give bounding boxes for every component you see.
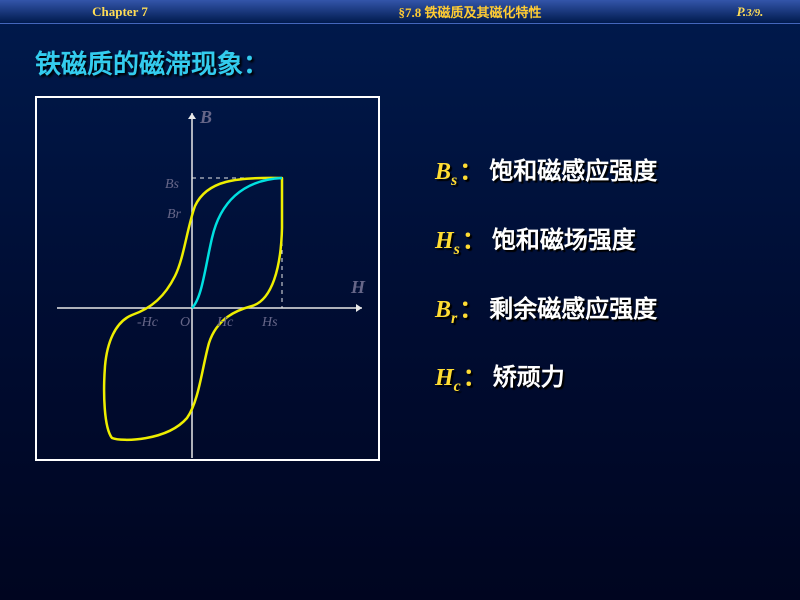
graph-svg: B H Bs Br -Hc O Hc Hs (37, 98, 382, 463)
symbol: B (435, 297, 451, 323)
symbol: H (435, 228, 454, 254)
colon: ： (459, 297, 483, 323)
symbol: B (435, 159, 451, 185)
legend-item: Br：剩余磁感应强度 (435, 289, 657, 328)
description: 饱和磁场强度 (492, 228, 636, 254)
colon: ： (459, 159, 483, 185)
slide-content: BHBsBr-HcOHcHs Bs：饱和磁感应强度Hs：饱和磁场强度Br：剩余磁… (0, 91, 800, 461)
subscript: r (451, 309, 457, 326)
subscript: c (454, 378, 461, 395)
description: 饱和磁感应强度 (489, 159, 657, 185)
svg-text:O: O (180, 315, 190, 330)
svg-text:Br: Br (167, 207, 182, 222)
chapter-label: Chapter 7 (0, 4, 240, 20)
slide-header: Chapter 7 §7.8 铁磁质及其磁化特性 P.3/9. (0, 0, 800, 24)
legend-item: Hc：矫顽力 (435, 357, 657, 396)
description: 剩余磁感应强度 (489, 297, 657, 323)
legend-list: Bs：饱和磁感应强度Hs：饱和磁场强度Br：剩余磁感应强度Hc：矫顽力 (435, 151, 657, 461)
slide-title: 铁磁质的磁滞现象： (0, 24, 800, 91)
page-indicator: P.3/9. (700, 4, 800, 20)
page-prefix: P. (737, 4, 747, 19)
section-label: §7.8 铁磁质及其磁化特性 (240, 2, 700, 21)
subscript: s (451, 172, 457, 189)
svg-text:H: H (350, 277, 366, 297)
svg-text:-Hc: -Hc (137, 315, 159, 330)
description: 矫顽力 (493, 365, 565, 391)
colon: ： (463, 365, 487, 391)
page-suffix: . (760, 4, 763, 19)
subscript: s (454, 241, 460, 258)
hysteresis-graph: B H Bs Br -Hc O Hc Hs (35, 96, 380, 461)
svg-text:Bs: Bs (165, 177, 180, 192)
legend-item: Bs：饱和磁感应强度 (435, 151, 657, 190)
colon: ： (462, 228, 486, 254)
svg-text:B: B (199, 107, 212, 127)
svg-text:Hc: Hc (216, 315, 234, 330)
legend-item: Hs：饱和磁场强度 (435, 220, 657, 259)
svg-text:Hs: Hs (261, 315, 278, 330)
symbol: H (435, 365, 454, 391)
